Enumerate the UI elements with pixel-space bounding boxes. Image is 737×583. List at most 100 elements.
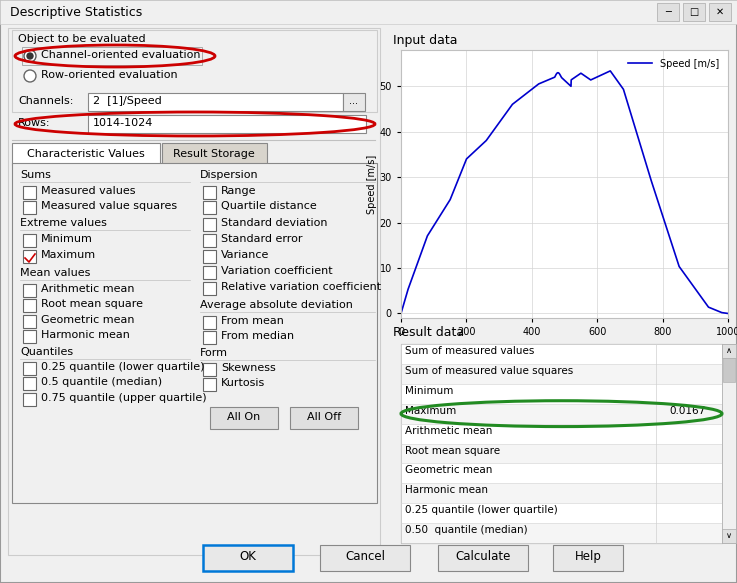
Bar [23, 315, 36, 328]
Bar [203, 545, 293, 571]
Bar [401, 364, 722, 384]
Text: Average absolute deviation: Average absolute deviation [200, 300, 353, 310]
Bar [203, 363, 216, 376]
Bar [343, 93, 365, 111]
Bar [23, 284, 36, 297]
Text: 0.75 quantile (upper quartile): 0.75 quantile (upper quartile) [41, 393, 206, 403]
Bar [203, 316, 216, 329]
Bar [290, 407, 358, 429]
Text: ─: ─ [665, 7, 671, 17]
Text: All On: All On [228, 412, 261, 422]
Bar [12, 30, 377, 112]
Text: Harmonic mean: Harmonic mean [405, 485, 488, 496]
Text: Mean values: Mean values [20, 268, 91, 278]
Text: Harmonic mean: Harmonic mean [41, 330, 130, 340]
Bar [709, 3, 731, 21]
Text: 0.5 quantile (median): 0.5 quantile (median) [41, 377, 162, 387]
Bar [23, 299, 36, 312]
Text: Skewness: Skewness [221, 363, 276, 373]
Text: 0.50  quantile (median): 0.50 quantile (median) [405, 525, 528, 535]
Text: Quartile distance: Quartile distance [221, 201, 317, 211]
Bar [8, 28, 380, 555]
Text: Minimum: Minimum [41, 234, 93, 244]
Text: From mean: From mean [221, 316, 284, 326]
Text: 2  [1]/Speed: 2 [1]/Speed [93, 96, 161, 106]
Text: Sum of measured value squares: Sum of measured value squares [405, 366, 573, 376]
Text: 0.25 quantile (lower quartile): 0.25 quantile (lower quartile) [405, 505, 558, 515]
Text: Measured value squares: Measured value squares [41, 201, 177, 211]
Text: 0.25 quantile (lower quartile): 0.25 quantile (lower quartile) [41, 362, 204, 372]
Bar [722, 344, 736, 358]
Bar [12, 143, 160, 165]
Text: Standard deviation: Standard deviation [221, 218, 327, 228]
Text: □: □ [689, 7, 699, 17]
Bar [23, 201, 36, 214]
Bar [203, 331, 216, 344]
Text: Geometric mean: Geometric mean [41, 315, 134, 325]
Text: Maximum: Maximum [41, 250, 96, 260]
Bar [162, 143, 267, 165]
Y-axis label: Speed [m/s]: Speed [m/s] [367, 154, 377, 213]
Bar [22, 47, 202, 65]
Text: Arithmetic mean: Arithmetic mean [405, 426, 492, 436]
Text: Kurtosis: Kurtosis [221, 378, 265, 388]
Legend: Speed [m/s]: Speed [m/s] [624, 55, 723, 73]
Circle shape [27, 53, 33, 59]
Text: ✕: ✕ [716, 7, 724, 17]
Text: Range: Range [221, 186, 256, 196]
Text: Measured values: Measured values [41, 186, 136, 196]
Text: Object to be evaluated: Object to be evaluated [18, 34, 146, 44]
Text: Dispersion: Dispersion [200, 170, 259, 180]
Bar [203, 186, 216, 199]
Text: All Off: All Off [307, 412, 341, 422]
Text: Maximum: Maximum [405, 406, 456, 416]
Text: From median: From median [221, 331, 294, 341]
Text: Relative variation coefficient: Relative variation coefficient [221, 282, 381, 292]
Bar [401, 523, 722, 543]
Text: Cancel: Cancel [345, 550, 385, 563]
Bar [203, 234, 216, 247]
Text: Sums: Sums [20, 170, 51, 180]
Bar [203, 250, 216, 263]
Bar [203, 282, 216, 295]
Text: Channels:: Channels: [18, 96, 74, 106]
Bar [683, 3, 705, 21]
Text: ∨: ∨ [726, 531, 732, 540]
Circle shape [24, 70, 36, 82]
Text: Root mean square: Root mean square [405, 445, 500, 455]
Bar [553, 545, 623, 571]
Text: Extreme values: Extreme values [20, 218, 107, 228]
Bar [88, 93, 343, 111]
Bar [203, 201, 216, 214]
Bar [0, 0, 737, 24]
Bar [23, 330, 36, 343]
Bar [203, 266, 216, 279]
Bar [23, 362, 36, 375]
Bar [401, 483, 722, 503]
Text: Characteristic Values: Characteristic Values [27, 149, 145, 159]
Bar [723, 358, 735, 382]
Bar [401, 403, 722, 424]
Text: Geometric mean: Geometric mean [405, 465, 492, 475]
Text: Quantiles: Quantiles [20, 347, 73, 357]
Bar [722, 529, 736, 543]
Text: 1014-1024: 1014-1024 [93, 118, 153, 128]
Text: ...: ... [349, 96, 358, 106]
Text: ∧: ∧ [726, 346, 732, 355]
Text: Calculate: Calculate [455, 550, 511, 563]
Bar [401, 463, 722, 483]
Text: Channel-oriented evaluation: Channel-oriented evaluation [41, 50, 200, 60]
Bar [23, 186, 36, 199]
Bar [722, 344, 736, 543]
Text: Root mean square: Root mean square [41, 299, 143, 309]
Text: Arithmetic mean: Arithmetic mean [41, 284, 134, 294]
Bar [401, 344, 722, 543]
Text: Sum of measured values: Sum of measured values [405, 346, 534, 356]
Text: OK: OK [240, 550, 256, 563]
Text: Row-oriented evaluation: Row-oriented evaluation [41, 70, 178, 80]
Bar [401, 444, 722, 463]
Bar [401, 384, 722, 403]
Bar [401, 503, 722, 523]
Bar [23, 393, 36, 406]
Bar [88, 115, 366, 133]
